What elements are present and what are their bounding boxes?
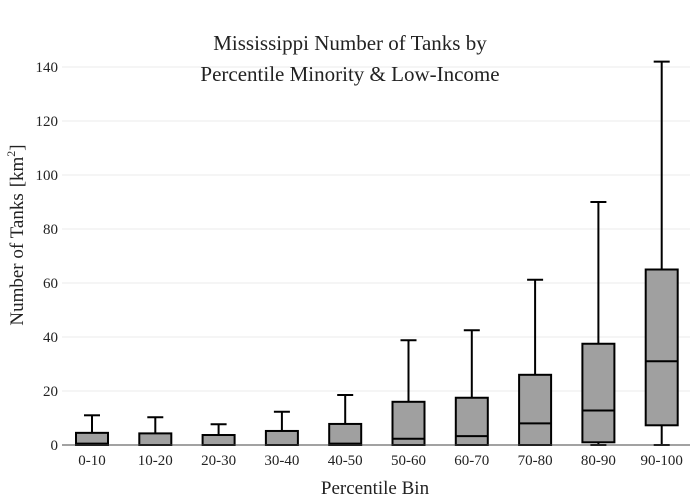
chart-title-line-1: Mississippi Number of Tanks by [213, 31, 487, 55]
box-group [201, 423, 236, 447]
y-axis-label-text: Number of Tanks [7, 193, 28, 325]
box-rect [264, 429, 299, 446]
y-tick-label: 0 [51, 438, 59, 454]
box-rect [518, 373, 553, 446]
x-tick-label: 20-30 [201, 453, 236, 469]
box-group [328, 394, 363, 447]
y-axis-unit-open: [ [7, 181, 28, 187]
box-group [581, 201, 616, 446]
y-tick-label: 60 [43, 276, 58, 292]
x-tick-labels: 0-10 10-20 20-30 30-40 40-50 50-60 60-70 70-80 8… [78, 453, 683, 469]
box-rect [644, 268, 679, 427]
y-tick-labels: 0 20 40 60 80 100 120 140 [36, 60, 59, 454]
boxes [75, 60, 679, 447]
y-tick-label: 100 [36, 168, 59, 184]
box-rect [581, 342, 616, 444]
box-rect [138, 432, 173, 447]
x-tick-label: 70-80 [518, 453, 553, 469]
y-tick-label: 80 [43, 222, 58, 238]
box-group [138, 416, 173, 447]
grid-lines [62, 66, 690, 392]
y-axis-unit-base: km [7, 156, 28, 181]
y-axis-unit-close: ] [7, 144, 28, 150]
box-group [644, 60, 679, 446]
box-group [75, 414, 109, 447]
chart-title-line-2: Percentile Minority & Low-Income [200, 62, 499, 86]
x-tick-label: 10-20 [138, 453, 173, 469]
y-tick-label: 140 [36, 60, 59, 76]
box-group [264, 410, 299, 446]
box-rect [201, 434, 236, 447]
x-tick-label: 40-50 [328, 453, 363, 469]
x-tick-label: 50-60 [391, 453, 426, 469]
y-tick-label: 40 [43, 330, 58, 346]
box-rect [454, 396, 489, 446]
x-tick-label: 80-90 [581, 453, 616, 469]
box-group [518, 278, 553, 446]
y-axis-label: Number of Tanks [km2] [4, 144, 28, 325]
box-group [391, 339, 426, 446]
y-tick-label: 120 [36, 114, 59, 130]
y-axis-unit-exp: 2 [4, 151, 18, 157]
box-group [454, 329, 489, 446]
x-tick-label: 0-10 [78, 453, 106, 469]
x-tick-label: 60-70 [454, 453, 489, 469]
x-tick-label: 90-100 [640, 453, 683, 469]
x-axis-label: Percentile Bin [321, 478, 430, 499]
y-tick-label: 20 [43, 384, 58, 400]
box-rect [328, 422, 363, 447]
x-tick-label: 30-40 [264, 453, 299, 469]
